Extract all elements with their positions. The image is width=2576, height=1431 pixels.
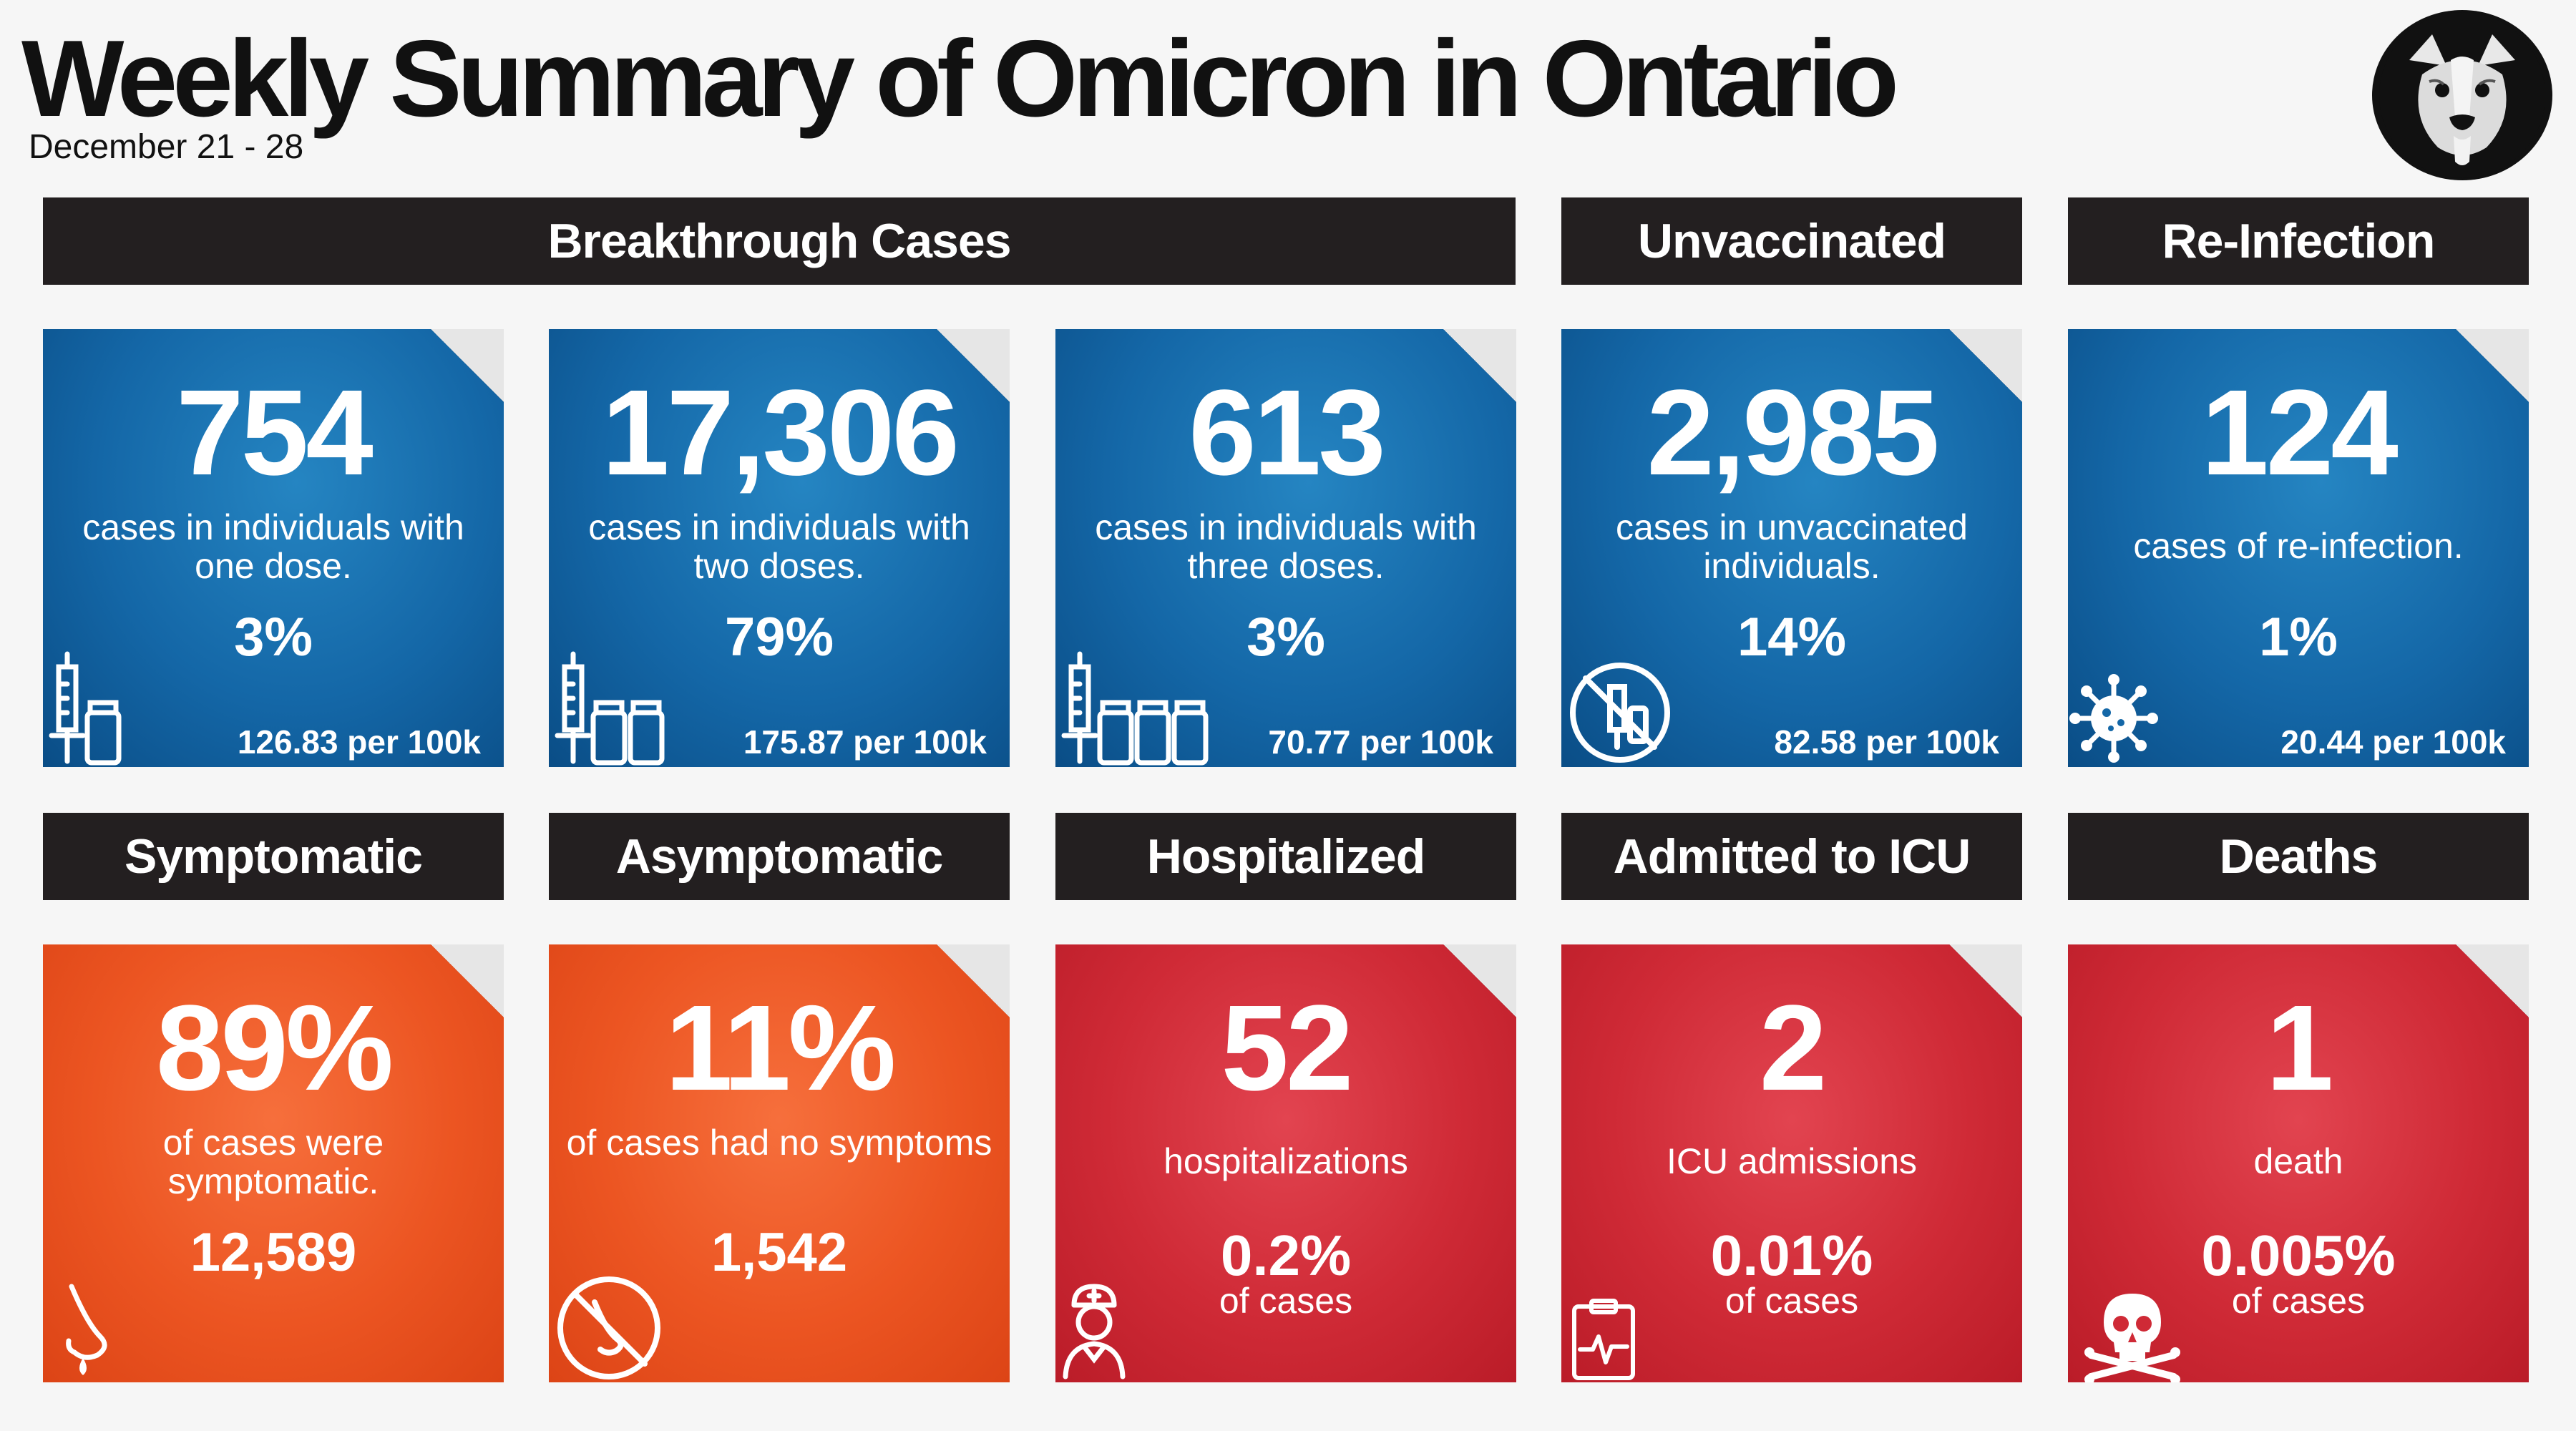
stat-rate: 126.83 per 100k bbox=[237, 723, 481, 761]
date-range: December 21 - 28 bbox=[29, 128, 304, 166]
asymptomatic-header: Asymptomatic bbox=[549, 813, 1010, 900]
no-symptoms-icon bbox=[557, 1276, 660, 1379]
unvaccinated-header: Unvaccinated bbox=[1561, 197, 2022, 285]
stat-percent: 79% bbox=[724, 607, 834, 668]
nurse-icon bbox=[1063, 1284, 1126, 1379]
medical-chart-icon bbox=[1572, 1299, 1635, 1380]
stat-suffix: of cases bbox=[2231, 1281, 2366, 1321]
hospitalized-header: Hospitalized bbox=[1055, 813, 1516, 900]
stat-description: cases in unvaccinated individuals. bbox=[1616, 507, 1968, 586]
stat-percent: 0.2% bbox=[1220, 1224, 1352, 1287]
stat-value: 1 bbox=[2265, 980, 2334, 1116]
stat-description: of cases were symptomatic. bbox=[162, 1123, 384, 1201]
icu-header: Admitted to ICU bbox=[1561, 813, 2022, 900]
stat-percent-group: 0.2% of cases bbox=[1055, 1227, 1516, 1322]
symptomatic-tile: 89% of cases were symptomatic. 12,589 bbox=[43, 944, 504, 1382]
page-title: Weekly Summary of Omicron in Ontario bbox=[21, 18, 1899, 140]
symptomatic-header: Symptomatic bbox=[43, 813, 504, 900]
stat-percent: 0.005% bbox=[2201, 1224, 2396, 1287]
stat-percent: 3% bbox=[1246, 607, 1325, 668]
stat-percent: 3% bbox=[234, 607, 313, 668]
no-vaccine-icon bbox=[1570, 663, 1670, 763]
stat-description: cases in individuals with one dose. bbox=[82, 507, 464, 586]
stat-rate: 20.44 per 100k bbox=[2280, 723, 2506, 761]
two-doses-tile: 17,306 cases in individuals with two dos… bbox=[549, 329, 1010, 767]
asymptomatic-tile: 11% of cases had no symptoms 1,542 bbox=[549, 944, 1010, 1382]
stat-value: 17,306 bbox=[602, 365, 960, 501]
stat-value: 613 bbox=[1189, 365, 1386, 501]
skull-crossbones-icon bbox=[2084, 1294, 2180, 1382]
stat-percent-group: 0.005% of cases bbox=[2068, 1227, 2529, 1322]
stat-description: of cases had no symptoms bbox=[566, 1123, 992, 1163]
stat-percent: 0.01% bbox=[1710, 1224, 1873, 1287]
hospitalized-tile: 52 hospitalizations 0.2% of cases bbox=[1055, 944, 1516, 1382]
stat-description: cases in individuals with two doses. bbox=[588, 507, 970, 586]
virus-icon bbox=[2069, 674, 2158, 763]
stat-count: 12,589 bbox=[190, 1222, 357, 1283]
stat-percent-group: 0.01% of cases bbox=[1561, 1227, 2022, 1322]
stat-value: 89% bbox=[155, 980, 394, 1116]
unvaccinated-tile: 2,985 cases in unvaccinated individuals.… bbox=[1561, 329, 2022, 767]
vaccine-two-doses-icon bbox=[555, 651, 665, 766]
stat-description: ICU admissions bbox=[1666, 1141, 1918, 1181]
stat-count: 1,542 bbox=[711, 1222, 848, 1283]
stat-value: 2,985 bbox=[1646, 365, 1939, 501]
runny-nose-icon bbox=[66, 1284, 107, 1375]
stat-value: 124 bbox=[2201, 365, 2399, 501]
stat-rate: 70.77 per 100k bbox=[1268, 723, 1493, 761]
stat-percent: 1% bbox=[2259, 607, 2338, 668]
stat-rate: 175.87 per 100k bbox=[743, 723, 987, 761]
deaths-header: Deaths bbox=[2068, 813, 2529, 900]
stat-rate: 82.58 per 100k bbox=[1774, 723, 1999, 761]
icu-tile: 2 ICU admissions 0.01% of cases bbox=[1561, 944, 2022, 1382]
reinfection-header: Re-Infection bbox=[2068, 197, 2529, 285]
one-dose-tile: 754 cases in individuals with one dose. … bbox=[43, 329, 504, 767]
stat-value: 2 bbox=[1759, 980, 1828, 1116]
stat-value: 52 bbox=[1221, 980, 1353, 1116]
stat-suffix: of cases bbox=[1219, 1281, 1353, 1321]
stat-value: 11% bbox=[665, 980, 897, 1116]
dog-logo bbox=[2372, 10, 2552, 180]
stat-description: cases of re-infection. bbox=[2133, 526, 2464, 566]
stat-percent: 14% bbox=[1737, 607, 1847, 668]
stat-value: 754 bbox=[176, 365, 374, 501]
stat-description: hospitalizations bbox=[1163, 1141, 1408, 1181]
reinfection-tile: 124 cases of re-infection. 1% 20.44 per … bbox=[2068, 329, 2529, 767]
stat-description: death bbox=[2253, 1141, 2343, 1181]
deaths-tile: 1 death 0.005% of cases bbox=[2068, 944, 2529, 1382]
three-doses-tile: 613 cases in individuals with three dose… bbox=[1055, 329, 1516, 767]
vaccine-one-dose-icon bbox=[49, 651, 122, 766]
stat-description: cases in individuals with three doses. bbox=[1095, 507, 1477, 586]
breakthrough-cases-header: Breakthrough Cases bbox=[43, 197, 1516, 285]
stat-suffix: of cases bbox=[1724, 1281, 1859, 1321]
vaccine-three-doses-icon bbox=[1061, 651, 1209, 766]
